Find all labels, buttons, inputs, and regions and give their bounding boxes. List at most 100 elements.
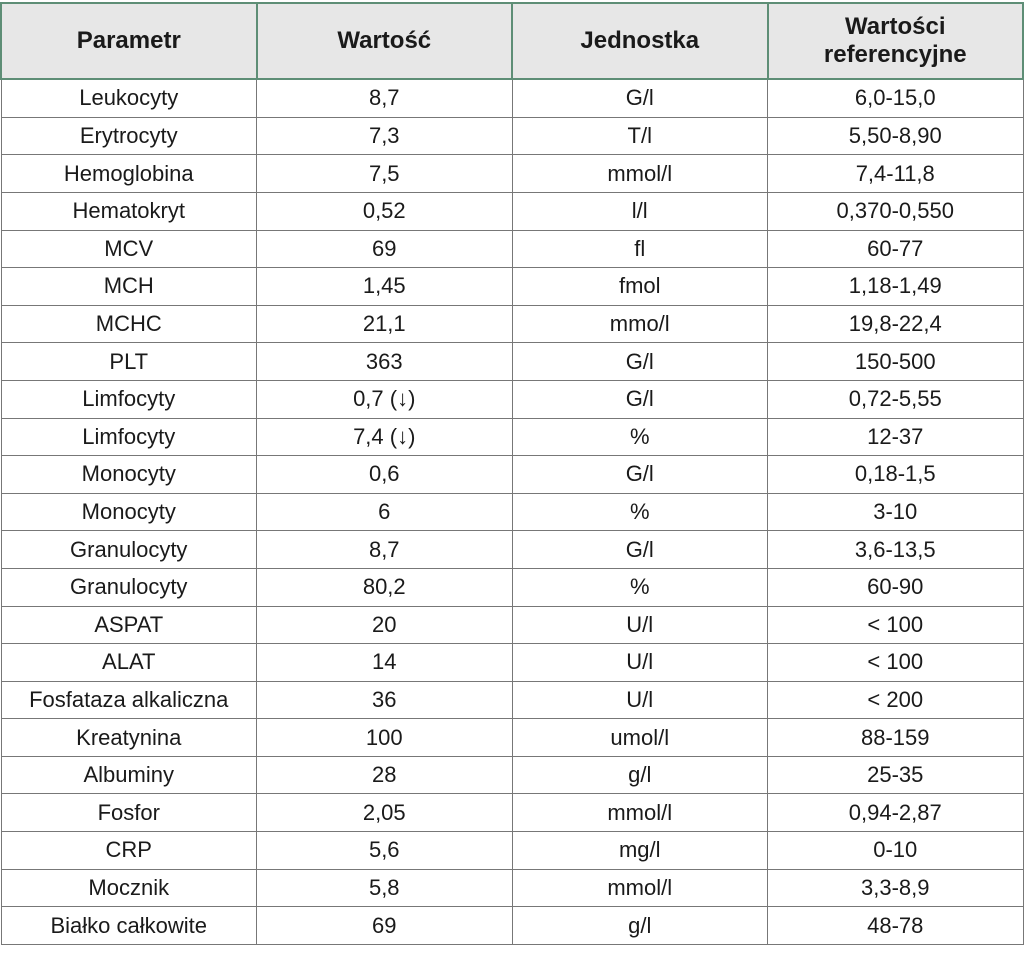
table-row: Kreatynina 100 umol/l 88-159 [0, 718, 1024, 757]
cell-unit: % [511, 492, 768, 532]
cell-parameter: ASPAT [0, 605, 257, 645]
cell-value: 363 [256, 342, 513, 381]
cell-unit: mg/l [511, 831, 768, 870]
cell-parameter: ALAT [0, 643, 257, 682]
cell-parameter: MCHC [0, 304, 257, 344]
cell-parameter: Mocznik [0, 868, 257, 908]
table-row: PLT 363 G/l 150-500 [0, 342, 1024, 381]
cell-value: 7,4 (↓) [256, 417, 513, 457]
cell-unit: G/l [511, 379, 768, 419]
cell-reference: 0,18-1,5 [767, 455, 1024, 494]
cell-parameter: Erytrocyty [0, 116, 257, 156]
table-row: Monocyty 6% 3-10 [0, 492, 1024, 532]
cell-reference: 7,4-11,8 [767, 154, 1024, 193]
cell-parameter: Kreatynina [0, 718, 257, 757]
cell-value: 0,6 [256, 455, 513, 494]
table-row: Monocyty 0,6 G/l 0,18-1,5 [0, 455, 1024, 494]
table-row: Fosfataza alkaliczna 36 U/l < 200 [0, 680, 1024, 720]
cell-reference: < 200 [767, 680, 1024, 720]
cell-reference: 3,3-8,9 [767, 868, 1024, 908]
table-row: Hematokryt 0,52 l/l 0,370-0,550 [0, 191, 1024, 231]
cell-parameter: Fosfor [0, 793, 257, 833]
cell-unit: G/l [511, 342, 768, 381]
cell-reference: 60-90 [767, 567, 1024, 607]
cell-reference: 5,50-8,90 [767, 116, 1024, 156]
cell-parameter: MCH [0, 267, 257, 306]
cell-unit: U/l [511, 605, 768, 645]
cell-parameter: Monocyty [0, 492, 257, 532]
cell-value: 0,7 (↓) [256, 379, 513, 419]
cell-parameter: Białko całkowite [0, 906, 257, 945]
cell-reference: 60-77 [767, 229, 1024, 269]
cell-reference: 0,72-5,55 [767, 379, 1024, 419]
cell-reference: 0-10 [767, 831, 1024, 870]
cell-parameter: Hemoglobina [0, 154, 257, 193]
cell-parameter: Fosfataza alkaliczna [0, 680, 257, 720]
cell-unit: % [511, 567, 768, 607]
cell-unit: umol/l [511, 718, 768, 757]
cell-reference: 48-78 [767, 906, 1024, 945]
cell-parameter: MCV [0, 229, 257, 269]
table-row: MCHC 21,1 mmo/l 19,8-22,4 [0, 304, 1024, 344]
cell-value: 7,5 [256, 154, 513, 193]
cell-unit: mmol/l [511, 154, 768, 193]
table-row: Hemoglobina 7,5 mmol/l 7,4-11,8 [0, 154, 1024, 193]
cell-parameter: Limfocyty [0, 417, 257, 457]
table-row: CRP 5,6 mg/l 0-10 [0, 831, 1024, 870]
cell-parameter: CRP [0, 831, 257, 870]
cell-value: 6 [256, 492, 513, 532]
table-row: ASPAT 20 U/l < 100 [0, 605, 1024, 645]
cell-value: 2,05 [256, 793, 513, 833]
cell-parameter: Leukocyty [0, 78, 257, 118]
cell-reference: 0,370-0,550 [767, 191, 1024, 231]
table-row: Erytrocyty 7,3 T/l 5,50-8,90 [0, 116, 1024, 156]
cell-reference: < 100 [767, 605, 1024, 645]
cell-unit: U/l [511, 680, 768, 720]
table-row: Leukocyty 8,7 G/l 6,0-15,0 [0, 78, 1024, 118]
table-row: Fosfor 2,05 mmol/l 0,94-2,87 [0, 793, 1024, 833]
cell-value: 8,7 [256, 78, 513, 118]
cell-reference: < 100 [767, 643, 1024, 682]
table-header: Parametr Wartość Jednostka Wartości refe… [0, 2, 1024, 80]
table-row: Białko całkowite 69 g/l 48-78 [0, 906, 1024, 945]
cell-value: 5,6 [256, 831, 513, 870]
cell-reference: 1,18-1,49 [767, 267, 1024, 306]
table-row: Albuminy 28 g/l 25-35 [0, 755, 1024, 795]
cell-unit: g/l [511, 755, 768, 795]
table-row: ALAT 14 U/l < 100 [0, 643, 1024, 682]
header-row: Parametr Wartość Jednostka Wartości refe… [0, 2, 1024, 80]
cell-parameter: Albuminy [0, 755, 257, 795]
cell-reference: 150-500 [767, 342, 1024, 381]
cell-unit: G/l [511, 530, 768, 569]
cell-parameter: Granulocyty [0, 530, 257, 569]
table-row: Limfocyty 7,4 (↓)% 12-37 [0, 417, 1024, 457]
cell-parameter: PLT [0, 342, 257, 381]
cell-unit: G/l [511, 455, 768, 494]
cell-reference: 19,8-22,4 [767, 304, 1024, 344]
cell-value: 80,2 [256, 567, 513, 607]
cell-value: 100 [256, 718, 513, 757]
cell-reference: 3-10 [767, 492, 1024, 532]
cell-value: 0,52 [256, 191, 513, 231]
cell-unit: U/l [511, 643, 768, 682]
table-row: MCH 1,45 fmol 1,18-1,49 [0, 267, 1024, 306]
cell-unit: l/l [511, 191, 768, 231]
cell-reference: 88-159 [767, 718, 1024, 757]
cell-parameter: Granulocyty [0, 567, 257, 607]
cell-unit: G/l [511, 78, 768, 118]
cell-reference: 0,94-2,87 [767, 793, 1024, 833]
cell-unit: mmo/l [511, 304, 768, 344]
cell-value: 8,7 [256, 530, 513, 569]
cell-unit: % [511, 417, 768, 457]
table-row: MCV 69 fl 60-77 [0, 229, 1024, 269]
cell-unit: fmol [511, 267, 768, 306]
header-unit: Jednostka [511, 2, 769, 80]
cell-parameter: Monocyty [0, 455, 257, 494]
table-body: Leukocyty 8,7 G/l 6,0-15,0 Erytrocyty 7,3 T/l 5… [0, 78, 1024, 945]
header-value: Wartość [255, 2, 513, 80]
cell-parameter: Limfocyty [0, 379, 257, 419]
cell-reference: 12-37 [767, 417, 1024, 457]
table-row: Limfocyty 0,7 (↓) G/l 0,72-5,55 [0, 379, 1024, 419]
cell-unit: fl [511, 229, 768, 269]
